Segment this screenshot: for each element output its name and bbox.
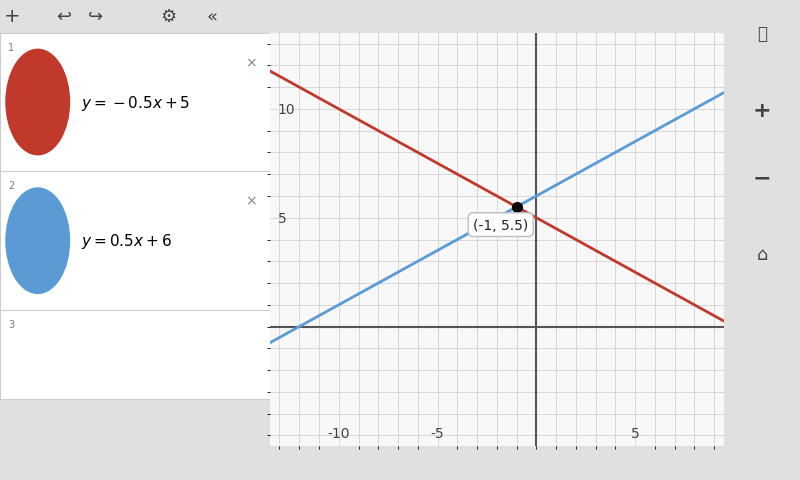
Text: $y = 0.5x + 6$: $y = 0.5x + 6$ xyxy=(81,232,172,251)
Text: ↩: ↩ xyxy=(57,8,71,26)
Text: ↪: ↪ xyxy=(89,8,103,26)
Text: $y = -0.5x + 5$: $y = -0.5x + 5$ xyxy=(81,93,190,112)
Text: +: + xyxy=(753,100,771,120)
Text: 1: 1 xyxy=(8,43,14,52)
FancyBboxPatch shape xyxy=(0,34,270,172)
Text: -5: -5 xyxy=(430,426,444,440)
FancyBboxPatch shape xyxy=(0,172,270,311)
Text: 2: 2 xyxy=(8,181,14,191)
Text: N: N xyxy=(33,235,43,248)
Text: 3: 3 xyxy=(8,319,14,329)
Text: 5: 5 xyxy=(630,426,639,440)
Text: «: « xyxy=(206,8,218,26)
Text: ⚙: ⚙ xyxy=(160,8,176,26)
Text: N: N xyxy=(33,96,43,109)
Text: +: + xyxy=(4,7,20,26)
Text: 10: 10 xyxy=(278,103,295,117)
Circle shape xyxy=(6,189,70,294)
Text: −: − xyxy=(753,168,771,188)
Text: 🔧: 🔧 xyxy=(757,24,767,43)
FancyBboxPatch shape xyxy=(0,311,270,400)
Circle shape xyxy=(6,50,70,156)
Text: 5: 5 xyxy=(278,211,286,225)
Text: ⌂: ⌂ xyxy=(756,245,768,264)
Text: -10: -10 xyxy=(327,426,350,440)
Text: (-1, 5.5): (-1, 5.5) xyxy=(473,218,528,232)
Text: ×: × xyxy=(245,194,257,208)
Text: ×: × xyxy=(245,56,257,70)
